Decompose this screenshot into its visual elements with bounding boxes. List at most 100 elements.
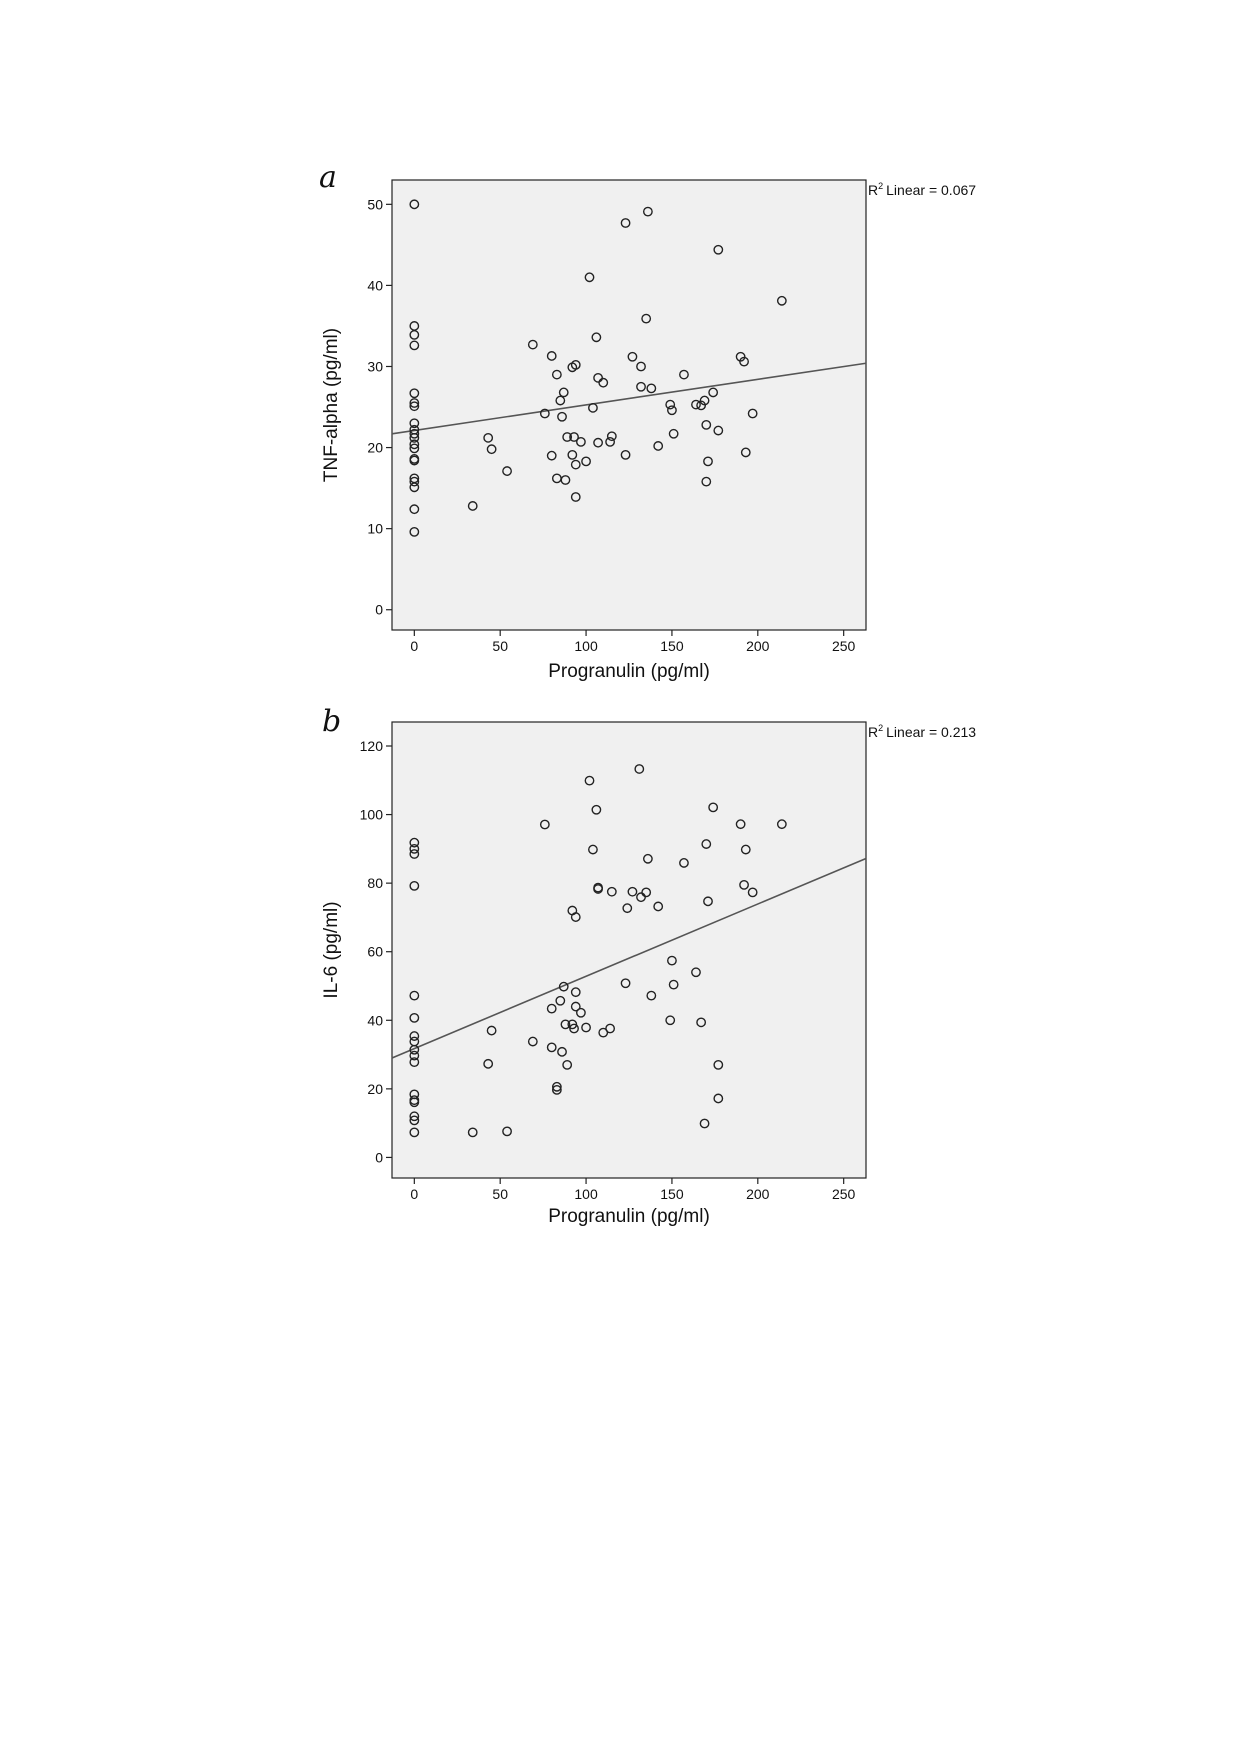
data-point: [483, 1058, 494, 1069]
data-point: [409, 843, 420, 854]
data-point: [627, 886, 638, 897]
data-point: [570, 1001, 581, 1012]
data-point: [642, 206, 653, 217]
data-point: [527, 1036, 538, 1047]
data-point: [584, 775, 595, 786]
data-point: [409, 1031, 420, 1041]
data-point: [409, 439, 420, 450]
y-ticks-b: 0 20 40 60 80 100 120: [360, 738, 392, 1165]
data-point: [539, 408, 550, 419]
data-point: [409, 837, 420, 848]
data-point: [546, 1042, 557, 1053]
data-point: [713, 244, 724, 255]
data-point: [555, 395, 566, 406]
data-point: [691, 399, 701, 410]
data-point: [560, 1019, 571, 1030]
data-point: [502, 1126, 512, 1137]
x-tick-label: 200: [746, 1186, 770, 1202]
data-point: [409, 428, 420, 439]
data-point: [691, 967, 701, 978]
data-point: [409, 880, 420, 891]
data-point: [546, 351, 557, 361]
data-point: [557, 411, 567, 422]
data-point: [696, 1017, 707, 1028]
data-point: [605, 1023, 616, 1034]
data-point: [696, 400, 707, 411]
data-point: [703, 456, 713, 467]
data-point: [551, 369, 562, 380]
data-point: [667, 955, 677, 966]
y-tick-label: 40: [367, 277, 383, 293]
data-point: [588, 844, 598, 855]
x-tick-label: 250: [832, 1186, 856, 1202]
data-point: [699, 1118, 710, 1129]
fit-line-b: [391, 857, 867, 1059]
x-ticks-b: 0 50 100 150 200 250: [410, 1178, 856, 1202]
data-point: [713, 425, 724, 436]
r2-label-a: R2 Linear = 0.067: [868, 181, 976, 198]
y-tick-label: 20: [367, 1081, 383, 1097]
data-point: [409, 1115, 420, 1126]
data-point: [409, 990, 420, 1001]
data-point: [636, 361, 646, 372]
y-tick-label: 100: [360, 807, 384, 823]
data-point: [636, 381, 646, 392]
data-point: [739, 879, 749, 890]
data-point: [569, 432, 579, 442]
data-point: [558, 981, 569, 992]
data-point: [739, 356, 749, 367]
data-point: [570, 987, 581, 998]
x-axis-title-a: Progranulin (pg/ml): [548, 661, 710, 682]
data-point: [653, 901, 664, 912]
data-point: [713, 1093, 724, 1104]
data-point: [713, 1059, 724, 1070]
data-point: [701, 419, 712, 430]
data-point: [409, 1012, 420, 1023]
data-point: [409, 476, 420, 487]
data-point: [555, 995, 566, 1006]
data-point: [740, 447, 751, 458]
data-point: [747, 887, 758, 898]
data-point: [641, 887, 652, 898]
x-tick-label: 0: [410, 1186, 418, 1202]
panel-letter-b: b: [322, 704, 341, 739]
data-point: [558, 387, 569, 398]
data-point: [409, 1127, 420, 1138]
data-point: [627, 351, 638, 362]
data-point: [641, 313, 652, 324]
data-point: [562, 1059, 573, 1070]
data-point: [486, 1025, 497, 1036]
data-point: [653, 441, 664, 451]
data-point: [576, 436, 586, 447]
data-point: [570, 359, 581, 370]
r2-value-a: Linear = 0.067: [886, 182, 976, 198]
data-point: [740, 844, 751, 855]
data-point: [409, 443, 420, 454]
x-tick-label: 0: [410, 638, 418, 654]
data-point: [747, 408, 758, 419]
r2-label-b: R2 Linear = 0.213: [868, 723, 976, 740]
data-point: [486, 444, 497, 455]
r2-value-b: Linear = 0.213: [886, 724, 976, 740]
y-tick-label: 60: [367, 944, 383, 960]
data-point: [409, 329, 420, 340]
data-point: [620, 218, 631, 228]
y-ticks-a: 0 10 20 30 40 50: [367, 196, 392, 618]
data-point: [409, 432, 420, 443]
y-tick-label: 30: [367, 358, 383, 374]
data-point: [584, 272, 595, 283]
data-point: [527, 339, 538, 350]
data-point: [409, 401, 420, 412]
data-point: [708, 387, 719, 398]
y-tick-label: 0: [375, 602, 383, 618]
data-point: [620, 449, 631, 460]
data-point: [699, 395, 710, 406]
data-point: [560, 475, 571, 485]
data-point: [409, 1050, 420, 1061]
data-point: [708, 802, 719, 813]
data-point: [409, 418, 420, 429]
data-point: [551, 1084, 562, 1095]
data-point: [409, 482, 420, 493]
data-point: [622, 903, 633, 914]
